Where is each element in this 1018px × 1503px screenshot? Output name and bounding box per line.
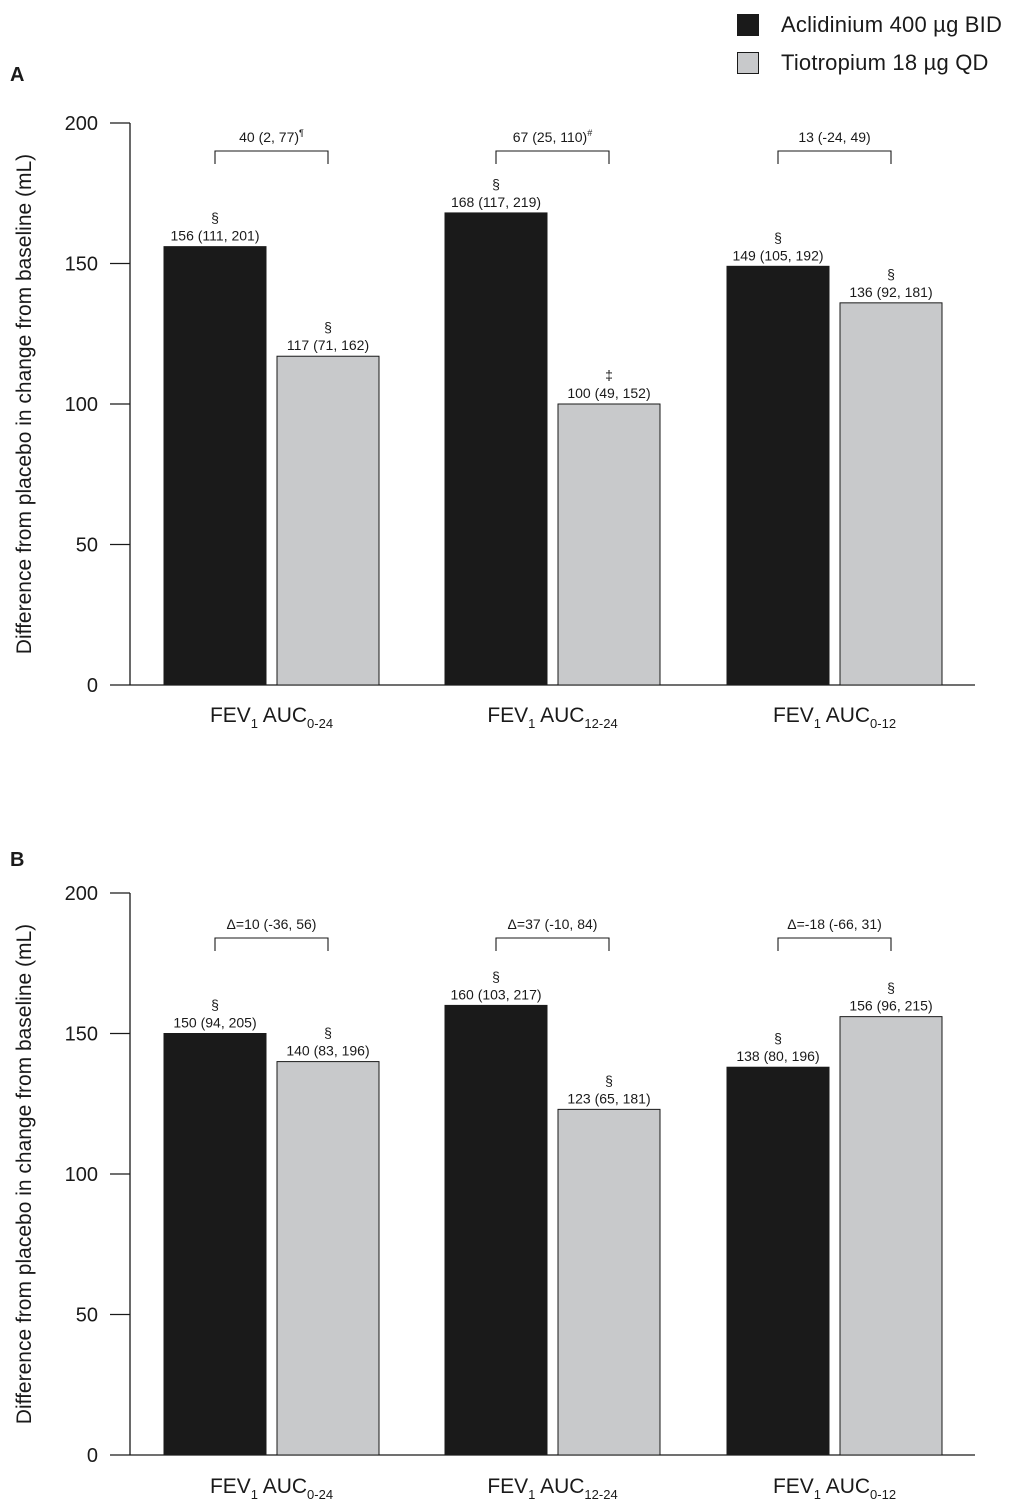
bar-aclidinium xyxy=(163,246,267,686)
data-label: 140 (83, 196) xyxy=(286,1043,369,1059)
comparison-bracket xyxy=(495,937,610,951)
data-label: 123 (65, 181) xyxy=(567,1090,650,1106)
data-label: 156 (111, 201) xyxy=(171,228,260,244)
significance-symbol: § xyxy=(211,210,219,226)
significance-symbol: § xyxy=(605,1072,613,1088)
chart-panel-b: B Difference from placebo in change from … xyxy=(10,849,975,1502)
x-tick-label: FEV1 AUC0-12 xyxy=(773,1475,896,1502)
significance-symbol: § xyxy=(774,229,782,245)
chart-legend: Aclidinium 400 µg BID Tiotropium 18 µg Q… xyxy=(737,10,1002,86)
comparison-label: Δ=10 (-36, 56) xyxy=(227,916,317,932)
comparison-label: Δ=-18 (-66, 31) xyxy=(787,916,882,932)
significance-symbol: § xyxy=(887,980,895,996)
x-tick-label: FEV1 AUC12-24 xyxy=(487,704,617,731)
bar-aclidinium xyxy=(726,1066,830,1456)
comparison-bracket xyxy=(495,150,610,164)
legend-swatch-tiotropium xyxy=(737,52,759,74)
legend-label-tiotropium: Tiotropium 18 µg QD xyxy=(781,50,989,75)
x-tick-label: FEV1 AUC0-24 xyxy=(210,704,333,731)
y-axis-title: Difference from placebo in change from b… xyxy=(13,154,36,654)
x-tick-label: FEV1 AUC0-12 xyxy=(773,704,896,731)
significance-symbol: ‡ xyxy=(605,367,613,383)
bar-tiotropium xyxy=(276,1061,380,1456)
significance-symbol: § xyxy=(324,319,332,335)
panel-label: A xyxy=(10,64,24,86)
y-tick-label: 150 xyxy=(65,254,98,276)
significance-symbol: § xyxy=(211,997,219,1013)
y-axis-title: Difference from placebo in change from b… xyxy=(13,924,36,1424)
comparison-label: 67 (25, 110)# xyxy=(513,128,592,145)
panel-label: B xyxy=(10,849,24,871)
y-tick-label: 100 xyxy=(65,1164,98,1186)
x-tick-label: FEV1 AUC0-24 xyxy=(210,1475,333,1502)
bar-tiotropium xyxy=(557,403,661,686)
comparison-bracket xyxy=(214,150,329,164)
comparison-label: 13 (-24, 49) xyxy=(798,129,870,145)
bar-aclidinium xyxy=(444,212,548,686)
data-label: 100 (49, 152) xyxy=(567,385,650,401)
bar-tiotropium xyxy=(276,355,380,686)
comparison-bracket xyxy=(214,937,329,951)
data-label: 160 (103, 217) xyxy=(450,986,541,1002)
bar-aclidinium xyxy=(726,265,830,686)
bar-tiotropium xyxy=(557,1108,661,1456)
data-label: 156 (96, 215) xyxy=(849,998,932,1014)
y-tick-label: 0 xyxy=(87,1445,98,1467)
significance-symbol: § xyxy=(887,266,895,282)
data-label: 138 (80, 196) xyxy=(736,1048,819,1064)
bar-tiotropium xyxy=(839,1016,943,1456)
y-tick-label: 200 xyxy=(65,113,98,135)
data-label: 117 (71, 162) xyxy=(287,337,369,353)
chart-panel-a: A Difference from placebo in change from … xyxy=(10,64,975,731)
legend-swatch-aclidinium xyxy=(737,14,759,36)
comparison-label: 40 (2, 77)¶ xyxy=(239,128,304,145)
comparison-bracket xyxy=(777,937,892,951)
comparison-label: Δ=37 (-10, 84) xyxy=(508,916,598,932)
significance-symbol: § xyxy=(492,176,500,192)
legend-item-aclidinium: Aclidinium 400 µg BID xyxy=(737,10,1002,40)
comparison-bracket xyxy=(777,150,892,164)
y-tick-label: 100 xyxy=(65,394,98,416)
y-tick-label: 150 xyxy=(65,1024,98,1046)
x-tick-label: FEV1 AUC12-24 xyxy=(487,1475,617,1502)
bar-aclidinium xyxy=(163,1033,267,1456)
data-label: 136 (92, 181) xyxy=(849,284,932,300)
y-tick-label: 50 xyxy=(76,1305,98,1327)
legend-label-aclidinium: Aclidinium 400 µg BID xyxy=(781,12,1003,37)
data-label: 150 (94, 205) xyxy=(173,1015,256,1031)
significance-symbol: § xyxy=(492,968,500,984)
y-tick-label: 0 xyxy=(87,675,98,697)
significance-symbol: § xyxy=(324,1025,332,1041)
y-tick-label: 200 xyxy=(65,883,98,905)
data-label: 149 (105, 192) xyxy=(732,247,823,263)
legend-item-tiotropium: Tiotropium 18 µg QD xyxy=(737,48,1002,78)
bar-aclidinium xyxy=(444,1004,548,1456)
y-tick-label: 50 xyxy=(76,535,98,557)
data-label: 168 (117, 219) xyxy=(451,194,541,210)
bar-tiotropium xyxy=(839,302,943,686)
significance-symbol: § xyxy=(774,1030,782,1046)
